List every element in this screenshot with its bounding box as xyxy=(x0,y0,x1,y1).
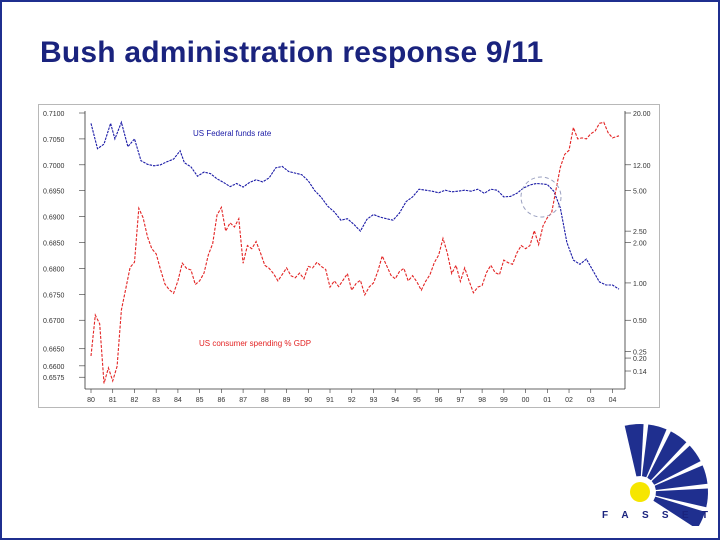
x-tick-label: 93 xyxy=(370,397,378,404)
logo-ray xyxy=(655,488,708,508)
x-tick-label: 91 xyxy=(326,397,334,404)
left-tick-label: 0.6900 xyxy=(43,215,65,222)
right-tick-label: 12.00 xyxy=(633,163,651,170)
left-tick-label: 0.6850 xyxy=(43,241,65,248)
x-axis-ticks: 80 81 82 83 84 85 86 87 88 89 90 91 92 93 94 95 96 97 98 99… xyxy=(87,389,616,404)
x-tick-label: 86 xyxy=(217,397,225,404)
left-tick-label: 0.6750 xyxy=(43,292,65,299)
left-tick-label: 0.6800 xyxy=(43,266,65,273)
right-tick-label: 2.00 xyxy=(633,241,647,248)
logo-ray xyxy=(641,424,667,478)
x-tick-label: 01 xyxy=(543,397,551,404)
right-tick-label: 2.50 xyxy=(633,229,647,236)
x-tick-label: 81 xyxy=(109,397,117,404)
logo-rays xyxy=(624,424,708,526)
left-tick-label: 0.6600 xyxy=(43,364,65,371)
x-tick-label: 85 xyxy=(196,397,204,404)
x-tick-label: 02 xyxy=(565,397,573,404)
x-tick-label: 92 xyxy=(348,397,356,404)
highlight-circle xyxy=(520,176,562,218)
fasset-logo xyxy=(624,424,708,526)
logo-letter: T xyxy=(701,510,708,521)
x-tick-label: 04 xyxy=(609,397,617,404)
chart-svg: 0.7100 0.7050 0.7000 0.6950 0.6900 0.6850 0.68… xyxy=(43,111,651,404)
logo-letter: S xyxy=(661,510,669,521)
series-fed-funds-line xyxy=(90,120,620,290)
x-tick-label: 94 xyxy=(391,397,399,404)
left-tick-label: 0.6700 xyxy=(43,318,65,325)
right-tick-label: 0.20 xyxy=(633,356,647,363)
right-tick-label: 1.00 xyxy=(633,281,647,288)
x-tick-label: 87 xyxy=(239,397,247,404)
x-tick-label: 90 xyxy=(304,397,312,404)
left-tick-label: 0.6575 xyxy=(43,375,65,382)
logo-letter: F xyxy=(602,510,609,521)
left-axis-ticks: 0.7100 0.7050 0.7000 0.6950 0.6900 0.6850 0.68… xyxy=(43,111,85,382)
x-tick-label: 98 xyxy=(478,397,486,404)
x-tick-label: 83 xyxy=(152,397,160,404)
x-tick-label: 80 xyxy=(87,397,95,404)
right-tick-label: 5.00 xyxy=(633,189,647,196)
logo-ray xyxy=(647,431,687,481)
left-tick-label: 0.7000 xyxy=(43,163,65,170)
right-tick-label: 0.14 xyxy=(633,369,647,376)
x-tick-label: 96 xyxy=(435,397,443,404)
x-tick-label: 88 xyxy=(261,397,269,404)
chart-series xyxy=(90,120,620,384)
annotation-fed-funds: US Federal funds rate xyxy=(193,129,272,138)
x-tick-label: 89 xyxy=(283,397,291,404)
x-tick-label: 97 xyxy=(456,397,464,404)
x-tick-label: 95 xyxy=(413,397,421,404)
logo-ray xyxy=(654,465,708,491)
annotation-consumer-spending: US consumer spending % GDP xyxy=(199,339,311,348)
x-tick-label: 99 xyxy=(500,397,508,404)
logo-letter: A xyxy=(621,510,629,521)
left-tick-label: 0.7100 xyxy=(43,111,65,118)
chart-axes xyxy=(84,111,626,390)
right-tick-label: 0.50 xyxy=(633,318,647,325)
logo-letter: S xyxy=(641,510,649,521)
right-axis-ticks: 20.00 12.00 5.00 2.50 2.00 1.00 0.50 0.250.20 0.… xyxy=(625,111,651,376)
right-tick-label: 20.00 xyxy=(633,111,651,118)
left-tick-label: 0.7050 xyxy=(43,137,65,144)
logo-ray xyxy=(624,424,644,477)
logo-letter: E xyxy=(681,510,689,521)
logo-sun xyxy=(630,482,650,502)
slide-title: Bush administration response 9/11 xyxy=(40,36,544,69)
x-tick-label: 82 xyxy=(131,397,139,404)
x-tick-label: 03 xyxy=(587,397,595,404)
x-tick-label: 84 xyxy=(174,397,182,404)
logo-ray xyxy=(651,445,701,485)
left-tick-label: 0.6650 xyxy=(43,347,65,354)
left-tick-label: 0.6950 xyxy=(43,189,65,196)
logo-ray xyxy=(653,496,706,526)
right-tick-label: 0.25 xyxy=(633,349,647,356)
series-consumer-spending-line xyxy=(90,121,620,384)
chart: 0.7100 0.7050 0.7000 0.6950 0.6900 0.6850 0.68… xyxy=(38,104,660,408)
x-tick-label: 00 xyxy=(522,397,530,404)
